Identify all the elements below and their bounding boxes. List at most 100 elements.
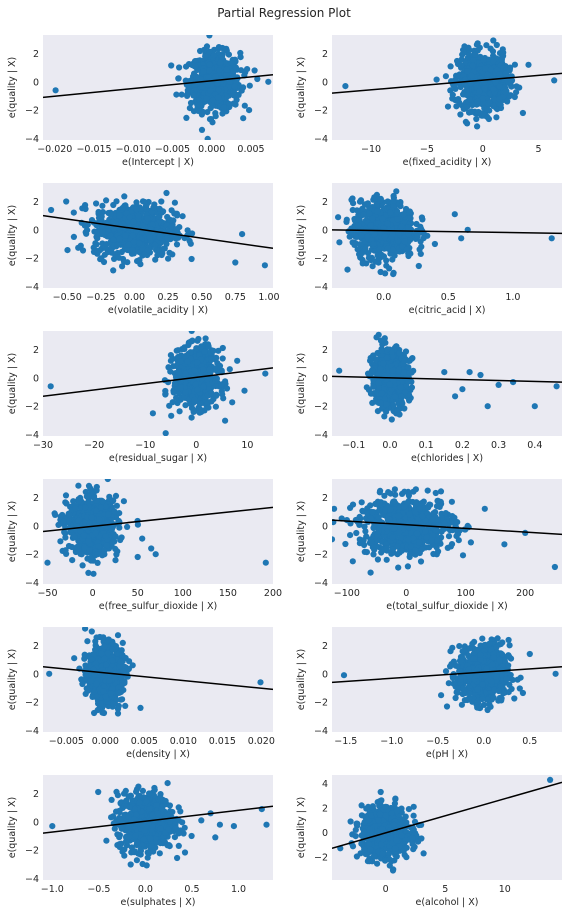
scatter-point <box>124 523 131 531</box>
scatter-point <box>206 48 213 55</box>
scatter-point <box>405 364 412 371</box>
scatter-point <box>386 265 393 272</box>
y-tick-label: 0 <box>322 373 328 384</box>
scatter-point <box>82 205 89 213</box>
scatter-point <box>349 230 356 237</box>
scatter-point <box>433 76 440 83</box>
scatter-point <box>375 379 382 386</box>
y-tick-label: 0 <box>322 77 328 88</box>
scatter-point <box>146 234 153 241</box>
scatter-point <box>513 89 520 96</box>
scatter-point <box>480 110 487 117</box>
scatter-point <box>205 404 212 411</box>
scatter-point <box>370 383 377 390</box>
scatter-point <box>377 337 385 344</box>
y-tick-label: 2 <box>322 345 328 356</box>
scatter-point <box>393 188 400 195</box>
outlier-point <box>70 233 77 240</box>
scatter-point <box>159 246 166 253</box>
scatter-point <box>223 66 230 73</box>
scatter-point <box>182 370 189 377</box>
scatter-point <box>398 223 405 230</box>
scatter-point <box>205 343 212 350</box>
scatter-point <box>504 98 511 105</box>
scatter-point <box>110 236 117 243</box>
scatter-point <box>191 396 198 403</box>
scatter-point <box>190 408 197 415</box>
scatter-point <box>162 391 169 398</box>
scatter-point <box>170 363 177 370</box>
scatter-point <box>231 92 238 99</box>
scatter-point <box>213 391 220 398</box>
scatter-point <box>81 544 88 551</box>
scatter-point <box>177 358 184 365</box>
scatter-point <box>85 493 92 500</box>
scatter-point <box>112 533 119 540</box>
y-tick-label: −2 <box>25 402 39 413</box>
scatter-point <box>200 383 207 390</box>
scatter-point <box>208 389 215 397</box>
scatter-point <box>130 239 137 246</box>
scatter-point <box>182 389 189 396</box>
scatter-point <box>336 239 343 246</box>
plot-area <box>43 331 273 436</box>
y-axis-label: e(quality | X) <box>7 353 18 415</box>
scatter-point <box>378 347 385 355</box>
x-tick-label: 0.005 <box>237 144 264 155</box>
scatter-point <box>184 358 191 365</box>
x-tick-label: 0.5 <box>441 292 456 303</box>
scatter-point <box>389 230 396 237</box>
scatter-point <box>356 241 364 248</box>
outlier-point <box>262 370 269 377</box>
x-tick-label: 0 <box>480 144 486 155</box>
scatter-point <box>206 67 213 74</box>
scatter-point <box>367 357 374 364</box>
scatter-point <box>87 554 94 562</box>
scatter-point <box>90 248 98 255</box>
scatter-point <box>198 83 206 90</box>
scatter-point <box>469 57 477 64</box>
scatter-point <box>200 68 207 75</box>
scatter-point <box>133 206 140 213</box>
scatter-point <box>184 87 191 94</box>
x-tick-label: 5 <box>536 144 542 155</box>
y-axis-label: e(quality | X) <box>296 57 307 119</box>
scatter-point <box>206 366 213 373</box>
scatter-point <box>381 233 388 241</box>
scatter-point <box>229 399 236 406</box>
scatter-point <box>355 222 362 229</box>
scatter-point <box>483 42 490 49</box>
scatter-point <box>137 205 144 212</box>
fit-line <box>43 367 273 398</box>
scatter-point <box>364 233 371 240</box>
scatter-point <box>474 123 481 130</box>
scatter-point <box>201 46 208 54</box>
y-axis-label: e(quality | X) <box>7 205 18 267</box>
scatter-point <box>399 243 406 250</box>
scatter-point <box>194 359 201 366</box>
outlier-point <box>525 61 532 68</box>
scatter-point <box>251 67 258 74</box>
scatter-point <box>241 102 248 109</box>
subplot-1: −0.020 −0.015 −0.010 −0.005 0.000 0.005−4−202… <box>7 35 273 168</box>
scatter-point <box>359 260 366 267</box>
outlier-point <box>232 259 239 266</box>
x-tick-label: −0.50 <box>53 292 82 303</box>
outlier-point <box>484 403 491 410</box>
scatter-point <box>110 267 117 274</box>
scatter-point <box>469 62 476 69</box>
scatter-point <box>70 209 77 216</box>
outlier-point <box>451 211 458 218</box>
scatter-point <box>130 218 137 225</box>
scatter-point <box>405 252 412 260</box>
scatter-point <box>98 213 105 220</box>
scatter-point <box>82 504 89 511</box>
scatter-point <box>212 356 219 363</box>
scatter-point <box>490 102 497 110</box>
scatter-point <box>484 106 491 113</box>
scatter-point <box>116 235 123 242</box>
x-tick-label: −0.015 <box>76 144 111 155</box>
scatter-point <box>120 498 127 505</box>
scatter-point <box>225 51 232 58</box>
scatter-point <box>246 107 253 114</box>
